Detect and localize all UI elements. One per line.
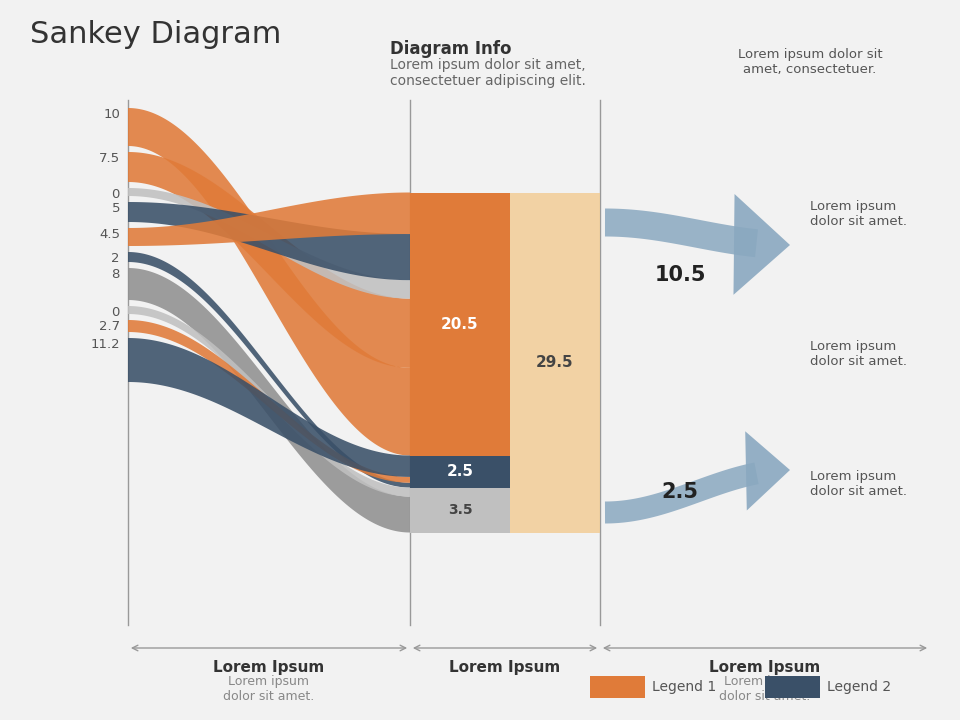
Polygon shape xyxy=(128,108,410,456)
Text: Sankey Diagram: Sankey Diagram xyxy=(30,20,281,49)
Text: 20.5: 20.5 xyxy=(442,317,479,331)
Bar xyxy=(510,192,600,533)
Text: 5: 5 xyxy=(111,202,120,215)
Polygon shape xyxy=(745,431,790,510)
Bar xyxy=(410,192,510,456)
Text: Lorem ipsum dolor sit
amet, consectetuer.: Lorem ipsum dolor sit amet, consectetuer… xyxy=(737,48,882,76)
Text: 2.7: 2.7 xyxy=(99,320,120,333)
Polygon shape xyxy=(128,320,410,482)
Polygon shape xyxy=(128,306,410,497)
Polygon shape xyxy=(128,268,410,533)
Text: 11.2: 11.2 xyxy=(90,338,120,351)
Text: Lorem ipsum
dolor sit amet.: Lorem ipsum dolor sit amet. xyxy=(810,200,907,228)
Text: Lorem Ipsum: Lorem Ipsum xyxy=(213,660,324,675)
Text: Lorem Ipsum: Lorem Ipsum xyxy=(449,660,561,675)
Text: 10.5: 10.5 xyxy=(655,265,706,285)
Polygon shape xyxy=(128,252,410,487)
Text: Lorem ipsum
dolor sit amet.: Lorem ipsum dolor sit amet. xyxy=(810,340,907,368)
Text: 10: 10 xyxy=(103,108,120,121)
Text: 8: 8 xyxy=(111,268,120,281)
Bar xyxy=(765,676,820,698)
Text: 2.5: 2.5 xyxy=(661,482,699,502)
Text: 3.5: 3.5 xyxy=(447,503,472,517)
Text: 0: 0 xyxy=(111,188,120,201)
Polygon shape xyxy=(605,462,758,523)
Text: Legend 2: Legend 2 xyxy=(827,680,891,694)
Polygon shape xyxy=(128,202,410,280)
Bar xyxy=(410,456,510,487)
Text: 4.5: 4.5 xyxy=(99,228,120,241)
Polygon shape xyxy=(128,338,410,477)
Text: 2.5: 2.5 xyxy=(446,464,473,479)
Text: 29.5: 29.5 xyxy=(537,355,574,370)
Polygon shape xyxy=(605,209,758,257)
Text: Lorem ipsum
dolor sit amet.: Lorem ipsum dolor sit amet. xyxy=(810,470,907,498)
Text: Lorem ipsum dolor sit amet,
consectetuer adipiscing elit.: Lorem ipsum dolor sit amet, consectetuer… xyxy=(390,58,586,89)
Text: 2: 2 xyxy=(111,252,120,265)
Polygon shape xyxy=(128,192,410,246)
Polygon shape xyxy=(128,152,410,368)
Text: Lorem ipsum
dolor sit amet.: Lorem ipsum dolor sit amet. xyxy=(224,675,315,703)
Text: 0: 0 xyxy=(111,306,120,319)
Text: Lorem ipsum
dolor sit amet.: Lorem ipsum dolor sit amet. xyxy=(719,675,810,703)
Text: 7.5: 7.5 xyxy=(99,152,120,165)
Text: Diagram Info: Diagram Info xyxy=(390,40,512,58)
Text: Legend 1: Legend 1 xyxy=(652,680,716,694)
Text: Lorem Ipsum: Lorem Ipsum xyxy=(709,660,821,675)
Bar xyxy=(590,676,645,698)
Bar xyxy=(410,487,510,533)
Polygon shape xyxy=(128,188,410,299)
Polygon shape xyxy=(733,194,790,294)
